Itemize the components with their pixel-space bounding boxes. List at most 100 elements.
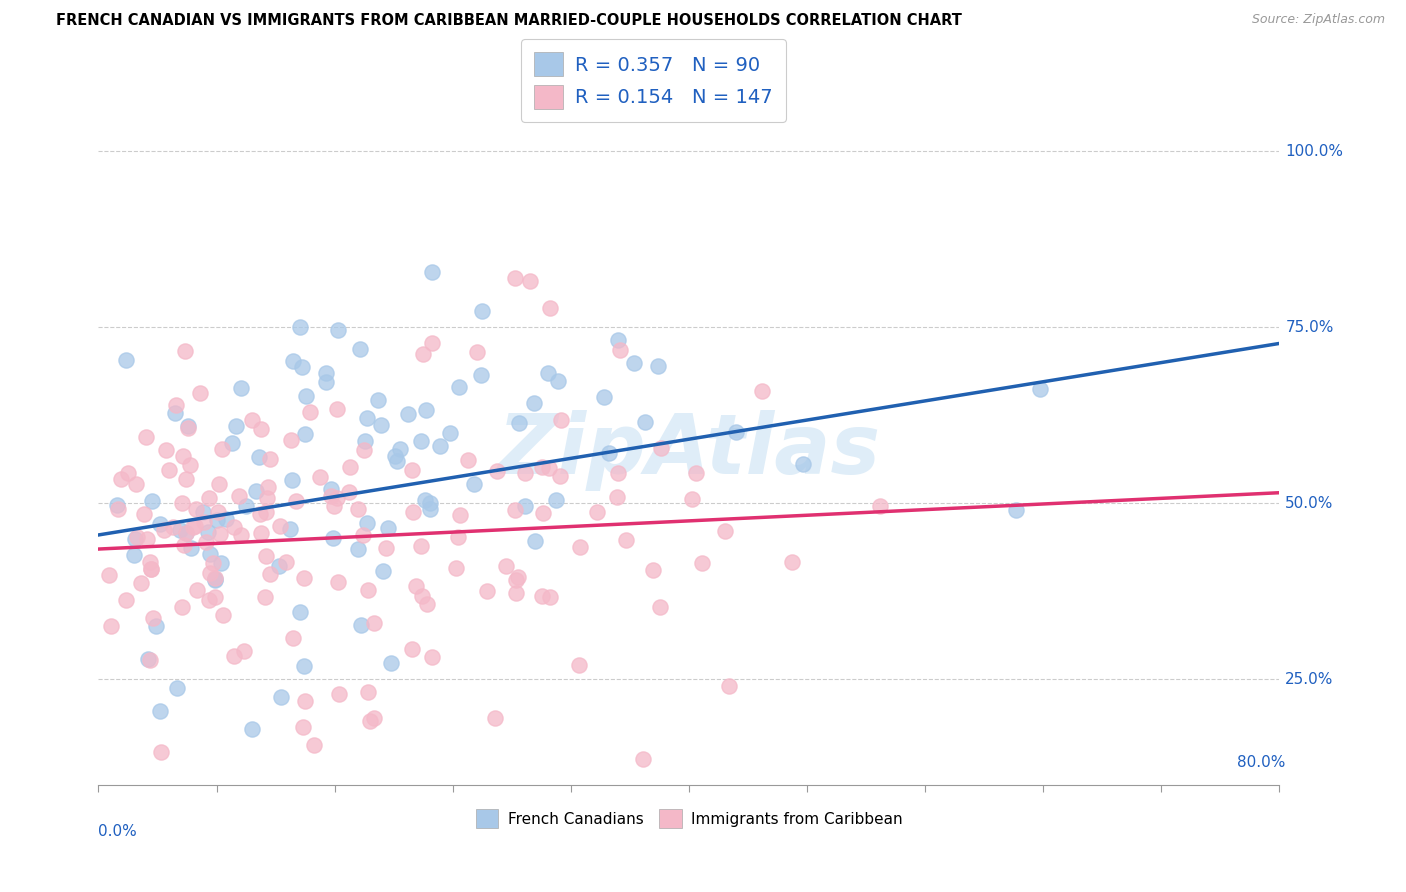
Point: [142, 611, 165, 625]
Point: [281, 631, 304, 645]
Point: [614, 533, 637, 547]
Point: [200, 566, 222, 581]
Point: [347, 541, 370, 556]
Point: [513, 466, 536, 480]
Point: [357, 685, 380, 699]
Point: [325, 491, 347, 505]
Point: [207, 477, 229, 491]
Point: [254, 590, 277, 604]
Point: [409, 434, 432, 448]
Point: [650, 600, 672, 615]
Point: [240, 413, 263, 427]
Point: [139, 653, 162, 667]
Point: [569, 540, 592, 554]
Point: [292, 658, 315, 673]
Point: [523, 396, 546, 410]
Point: [294, 389, 316, 403]
Point: [110, 472, 132, 486]
Point: [465, 345, 488, 359]
Point: [713, 524, 735, 539]
Point: [419, 496, 441, 510]
Text: 50.0%: 50.0%: [1285, 496, 1334, 511]
Point: [869, 499, 891, 513]
Point: [149, 705, 172, 719]
Point: [122, 548, 145, 562]
Point: [531, 506, 554, 520]
Point: [294, 694, 316, 708]
Point: [209, 527, 232, 541]
Point: [179, 458, 201, 472]
Point: [188, 386, 211, 401]
Point: [326, 323, 349, 337]
Point: [209, 556, 232, 570]
Text: 80.0%: 80.0%: [1237, 755, 1285, 770]
Point: [304, 738, 326, 752]
Point: [257, 480, 280, 494]
Point: [718, 679, 741, 693]
Point: [232, 644, 254, 658]
Point: [288, 320, 311, 334]
Point: [107, 498, 129, 512]
Point: [292, 571, 315, 585]
Point: [347, 502, 370, 516]
Text: 0.0%: 0.0%: [98, 823, 138, 838]
Point: [405, 579, 427, 593]
Point: [486, 464, 509, 478]
Point: [321, 489, 343, 503]
Point: [586, 506, 609, 520]
Point: [319, 482, 342, 496]
Point: [270, 690, 292, 704]
Point: [1005, 503, 1028, 517]
Point: [229, 380, 252, 394]
Point: [194, 535, 217, 549]
Point: [681, 491, 703, 506]
Point: [245, 483, 267, 498]
Point: [690, 556, 713, 570]
Point: [186, 583, 208, 598]
Point: [280, 434, 302, 448]
Point: [247, 450, 270, 464]
Point: [162, 520, 184, 534]
Point: [384, 449, 406, 463]
Point: [299, 405, 322, 419]
Point: [356, 410, 378, 425]
Point: [568, 658, 591, 673]
Point: [606, 490, 628, 504]
Point: [484, 710, 506, 724]
Point: [165, 406, 187, 420]
Point: [409, 539, 432, 553]
Point: [685, 466, 707, 480]
Point: [439, 425, 461, 440]
Point: [550, 469, 572, 483]
Point: [782, 556, 804, 570]
Point: [353, 442, 375, 457]
Point: [505, 574, 527, 588]
Point: [174, 525, 197, 540]
Point: [176, 421, 198, 435]
Point: [269, 519, 291, 533]
Point: [197, 524, 219, 539]
Point: [292, 720, 315, 734]
Point: [256, 491, 278, 505]
Point: [401, 642, 423, 657]
Point: [169, 523, 191, 537]
Point: [124, 477, 146, 491]
Point: [254, 549, 277, 563]
Point: [359, 714, 381, 728]
Point: [389, 442, 412, 456]
Point: [228, 489, 250, 503]
Point: [470, 368, 492, 383]
Point: [547, 374, 569, 388]
Point: [641, 564, 664, 578]
Point: [235, 499, 257, 513]
Point: [141, 562, 163, 576]
Text: 25.0%: 25.0%: [1285, 672, 1334, 687]
Point: [725, 425, 748, 439]
Point: [420, 336, 443, 351]
Point: [519, 274, 541, 288]
Point: [222, 649, 245, 664]
Point: [193, 515, 215, 529]
Point: [422, 265, 444, 279]
Point: [225, 418, 247, 433]
Point: [530, 589, 553, 603]
